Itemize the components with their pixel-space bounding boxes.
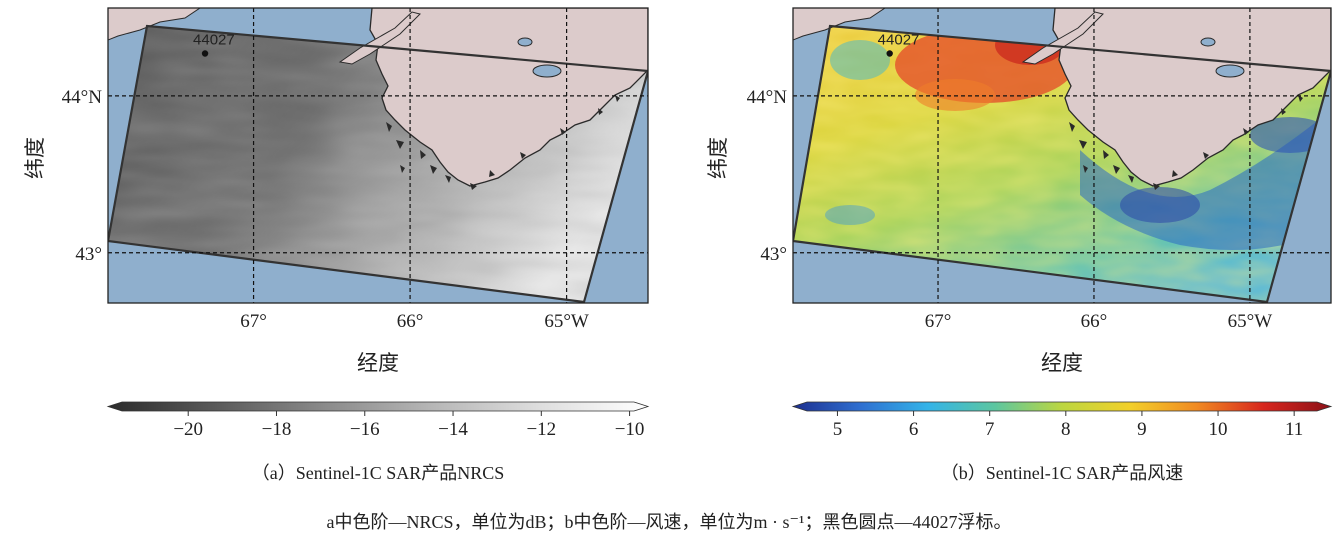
buoy-44027: 44027: [193, 32, 235, 57]
lake: [1200, 37, 1216, 47]
peninsula: [1021, 11, 1104, 65]
axis-ticks: 67° 66° 65°W 44°N 43°: [747, 87, 1273, 332]
peninsula: [338, 11, 421, 65]
buoy-44027: 44027: [878, 32, 920, 57]
panel-a-nrcs-map: 44027 67° 66° 65°W44°N43° 经度 纬度 −20 −18 −16−…: [23, 7, 650, 483]
lon-tick-label: 67°: [925, 311, 952, 332]
axis-ticks: 67° 66° 65°W 44°N 43°: [62, 87, 589, 332]
x-axis-label: 经度: [357, 351, 399, 375]
lon-tick-label: 65°W: [1228, 311, 1273, 332]
caption-a: （a）Sentinel-1C SAR产品NRCS: [252, 463, 505, 483]
lat-tick-label: 44°N: [62, 87, 103, 108]
colorbar-bar: [106, 401, 650, 412]
swath-outline: [793, 24, 1331, 303]
lon-tick-label: 66°: [397, 311, 424, 332]
buoy-label: 44027: [193, 32, 235, 49]
y-axis-label: 纬度: [706, 137, 730, 179]
lake: [1215, 64, 1245, 78]
lake: [517, 37, 533, 47]
lat-tick-label: 43°: [760, 244, 787, 265]
buoy-dot: [201, 50, 209, 57]
graticule: [108, 8, 648, 303]
graticule: [793, 8, 1331, 303]
lat-tick-label: 43°: [75, 244, 102, 265]
colorbar-tick-label: −12: [526, 419, 556, 440]
y-axis-label: 纬度: [23, 137, 47, 179]
colorbar-tick-label: 6: [909, 419, 919, 440]
swath-outline: [108, 24, 648, 303]
colorbar-tick-label: −10: [615, 419, 645, 440]
colorbar-tick-label: −20: [173, 419, 203, 440]
colorbar-wind-speed: 5 6 7 8 9 10 11: [791, 401, 1333, 440]
colorbar-nrcs: −20 −18 −16 −14 −12 −10: [106, 401, 650, 440]
caption-b: （b）Sentinel-1C SAR产品风速: [941, 463, 1184, 483]
colorbar-tick-label: 11: [1285, 419, 1303, 440]
figure-note: a中色阶—NRCS，单位为dB；b中色阶—风速，单位为m · s⁻¹；黑色圆点—…: [327, 512, 1012, 532]
colorbar-bar: [791, 401, 1333, 412]
buoy-dot: [886, 50, 893, 57]
lon-tick-label: 66°: [1081, 311, 1108, 332]
colorbar-tick-label: 10: [1209, 419, 1228, 440]
lake: [532, 64, 562, 78]
x-axis-label: 经度: [1041, 351, 1083, 375]
lon-tick-label: 67°: [240, 311, 267, 332]
colorbar-tick-label: −16: [350, 419, 380, 440]
colorbar-tick-label: 8: [1061, 419, 1071, 440]
lat-tick-label: 44°N: [747, 87, 788, 108]
map-frame: [792, 7, 1332, 304]
colorbar-tick-label: 5: [833, 419, 843, 440]
panel-b-wind-speed-map: 44027 67° 66° 65°W44°N43° 经度 纬度 5 6 7 8 9 10 11 …: [706, 7, 1333, 483]
colorbar-tick-label: −14: [438, 419, 468, 440]
buoy-label: 44027: [878, 32, 920, 49]
colorbar-tick-label: 9: [1137, 419, 1147, 440]
map-frame: [107, 7, 649, 304]
colorbar-tick-label: 7: [985, 419, 995, 440]
lon-tick-label: 65°W: [544, 311, 589, 332]
colorbar-tick-label: −18: [262, 419, 292, 440]
